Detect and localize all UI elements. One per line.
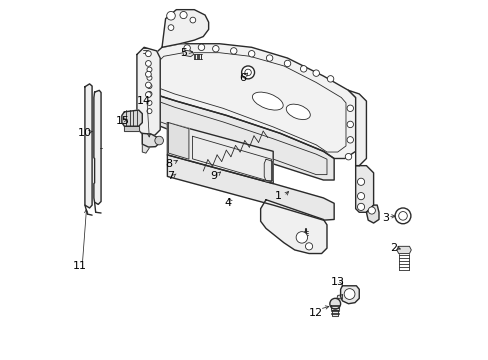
Text: 10: 10 bbox=[78, 129, 92, 138]
Polygon shape bbox=[85, 84, 92, 208]
Polygon shape bbox=[94, 90, 101, 204]
Text: 9: 9 bbox=[210, 171, 217, 181]
Text: 15: 15 bbox=[115, 116, 129, 126]
Circle shape bbox=[305, 243, 312, 250]
Polygon shape bbox=[167, 155, 333, 220]
Circle shape bbox=[145, 60, 151, 66]
Circle shape bbox=[296, 231, 307, 243]
Circle shape bbox=[344, 289, 354, 300]
Polygon shape bbox=[124, 126, 139, 131]
Circle shape bbox=[145, 82, 151, 88]
Circle shape bbox=[166, 12, 175, 20]
Polygon shape bbox=[142, 44, 355, 158]
Circle shape bbox=[147, 91, 152, 96]
Circle shape bbox=[145, 71, 151, 77]
Polygon shape bbox=[332, 310, 338, 316]
Circle shape bbox=[145, 51, 151, 57]
Circle shape bbox=[326, 76, 333, 82]
Text: 7: 7 bbox=[167, 171, 174, 181]
Polygon shape bbox=[162, 10, 208, 47]
Circle shape bbox=[357, 178, 364, 185]
Circle shape bbox=[241, 66, 254, 79]
Ellipse shape bbox=[252, 92, 283, 110]
Text: 14: 14 bbox=[137, 96, 151, 106]
Circle shape bbox=[155, 136, 163, 145]
Circle shape bbox=[284, 60, 290, 67]
Text: 13: 13 bbox=[330, 277, 344, 287]
Circle shape bbox=[198, 44, 204, 50]
Text: 8: 8 bbox=[165, 159, 172, 169]
Ellipse shape bbox=[285, 104, 310, 120]
Circle shape bbox=[357, 193, 364, 200]
Text: 1: 1 bbox=[275, 191, 282, 201]
Polygon shape bbox=[264, 159, 272, 181]
Text: 5: 5 bbox=[180, 48, 186, 58]
Circle shape bbox=[248, 50, 254, 57]
Polygon shape bbox=[137, 47, 160, 135]
Circle shape bbox=[300, 66, 306, 72]
Circle shape bbox=[147, 100, 152, 105]
Circle shape bbox=[145, 92, 151, 98]
Polygon shape bbox=[122, 110, 142, 126]
Polygon shape bbox=[340, 286, 359, 304]
Polygon shape bbox=[366, 205, 378, 223]
Circle shape bbox=[394, 208, 410, 224]
Circle shape bbox=[147, 75, 152, 80]
Circle shape bbox=[180, 12, 187, 19]
Circle shape bbox=[345, 153, 351, 160]
Text: 4: 4 bbox=[224, 198, 231, 208]
Circle shape bbox=[147, 67, 152, 72]
Polygon shape bbox=[167, 123, 273, 184]
Circle shape bbox=[230, 48, 237, 54]
Circle shape bbox=[398, 212, 407, 220]
Text: 2: 2 bbox=[389, 243, 396, 253]
Polygon shape bbox=[260, 200, 326, 253]
Polygon shape bbox=[183, 50, 193, 57]
Polygon shape bbox=[330, 305, 339, 310]
Circle shape bbox=[367, 207, 375, 214]
Circle shape bbox=[312, 70, 319, 76]
Circle shape bbox=[212, 45, 219, 52]
Circle shape bbox=[168, 25, 174, 31]
Polygon shape bbox=[396, 246, 410, 253]
Circle shape bbox=[346, 121, 353, 128]
Circle shape bbox=[147, 109, 152, 114]
Polygon shape bbox=[142, 134, 149, 153]
Circle shape bbox=[357, 203, 364, 211]
Text: 12: 12 bbox=[308, 308, 323, 318]
Polygon shape bbox=[142, 134, 160, 147]
Circle shape bbox=[346, 105, 353, 112]
Polygon shape bbox=[142, 90, 333, 180]
Circle shape bbox=[329, 298, 340, 309]
Circle shape bbox=[346, 136, 353, 143]
Circle shape bbox=[266, 55, 272, 61]
Polygon shape bbox=[168, 123, 188, 159]
Polygon shape bbox=[355, 166, 373, 212]
Text: 11: 11 bbox=[72, 261, 86, 271]
Polygon shape bbox=[348, 90, 366, 166]
Text: 6: 6 bbox=[239, 73, 245, 83]
Circle shape bbox=[190, 17, 195, 23]
Circle shape bbox=[147, 84, 152, 89]
Text: 3: 3 bbox=[382, 213, 389, 222]
Circle shape bbox=[244, 69, 251, 76]
Circle shape bbox=[183, 45, 190, 51]
Polygon shape bbox=[336, 295, 342, 299]
